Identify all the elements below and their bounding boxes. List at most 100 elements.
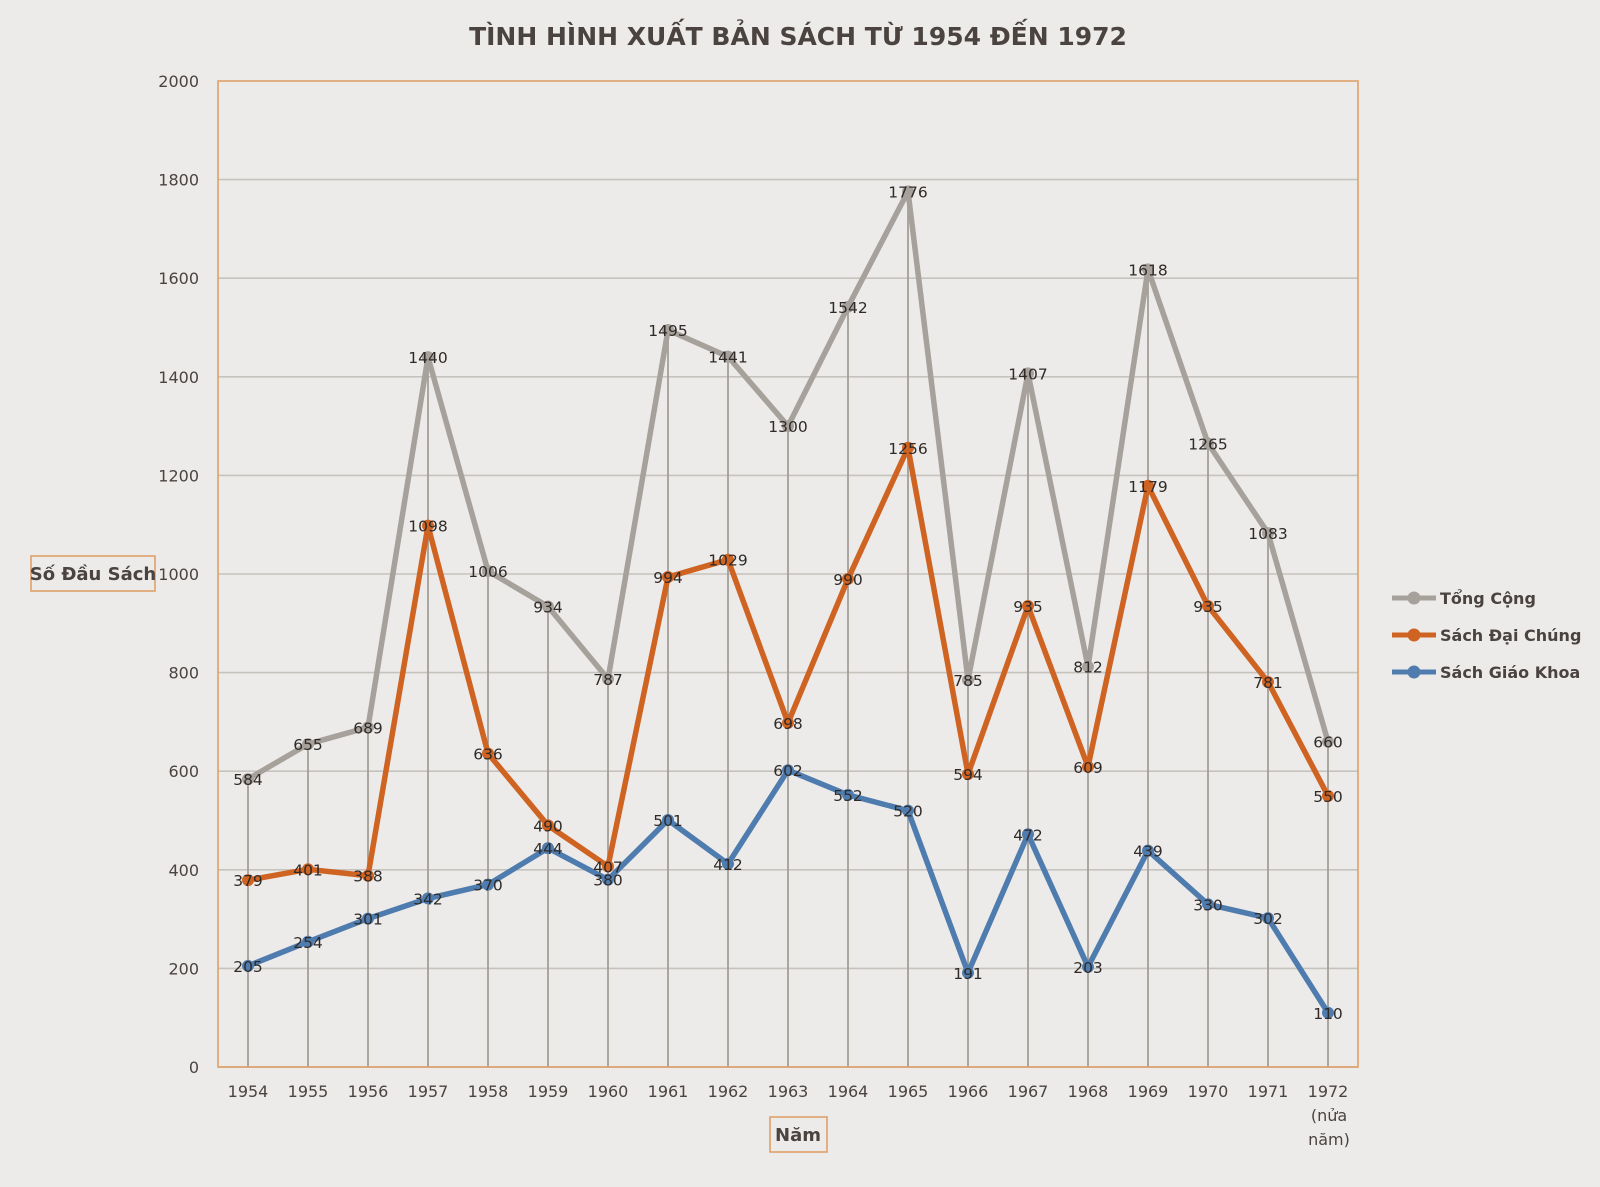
data-point <box>602 860 614 873</box>
data-point <box>1262 912 1274 925</box>
data-label: 379 <box>233 872 263 890</box>
data-label: 636 <box>473 745 503 763</box>
data-point <box>1022 600 1034 613</box>
data-label: 490 <box>533 817 563 835</box>
data-point <box>542 842 554 855</box>
data-point <box>902 185 914 198</box>
x-axis-ticks: 1954 1955 1956 1957 1958 1959 1960 1961 1962 1963… <box>228 1082 1350 1149</box>
data-label: 412 <box>713 856 743 874</box>
data-label: 655 <box>293 736 323 754</box>
plot-frame <box>217 80 1359 1068</box>
y-tick-label: 2000 <box>158 72 199 91</box>
data-label: 401 <box>293 861 323 879</box>
data-point <box>1322 789 1334 802</box>
data-label: 380 <box>593 872 623 890</box>
data-point <box>662 570 674 583</box>
data-label: 1179 <box>1128 478 1167 496</box>
data-label: 660 <box>1313 734 1343 752</box>
data-label: 1256 <box>888 440 927 458</box>
data-point <box>1022 367 1034 380</box>
data-point <box>782 420 794 433</box>
data-point <box>422 892 434 905</box>
data-label: 254 <box>293 934 323 952</box>
data-label: 439 <box>1133 843 1163 861</box>
data-point <box>1082 760 1094 773</box>
x-tick-label: 1967 <box>1008 1082 1049 1101</box>
data-point <box>1322 1006 1334 1019</box>
data-point <box>902 804 914 817</box>
data-point <box>722 857 734 870</box>
data-point <box>242 959 254 972</box>
y-tick-label: 1200 <box>158 466 199 485</box>
drop-lines <box>247 191 1329 1067</box>
x-tick-sublabel: (nửa <box>1311 1106 1347 1125</box>
data-label: 552 <box>833 787 863 805</box>
series-tong-cong <box>242 185 1334 786</box>
x-tick-label: 1964 <box>828 1082 869 1101</box>
x-tick-label: 1960 <box>588 1082 629 1101</box>
y-tick-label: 1800 <box>158 171 199 190</box>
legend-label: Tổng Cộng <box>1440 589 1536 608</box>
data-point <box>242 773 254 786</box>
y-tick-label: 200 <box>168 959 199 978</box>
x-tick-label: 1963 <box>768 1082 809 1101</box>
legend: Tổng Cộng Sách Đại Chúng Sách Giáo Khoa <box>1392 589 1581 682</box>
data-label: 342 <box>413 890 443 908</box>
x-axis-title: Năm <box>775 1125 821 1146</box>
legend-item: Sách Giáo Khoa <box>1392 663 1580 682</box>
x-tick-label: 1972 <box>1308 1082 1349 1101</box>
data-label: 1006 <box>468 563 507 581</box>
data-label: 330 <box>1193 896 1223 914</box>
y-axis-title-box: Số Đầu Sách <box>30 555 156 592</box>
data-label: 110 <box>1313 1005 1343 1023</box>
data-point <box>482 565 494 578</box>
x-tick-label: 1954 <box>228 1082 269 1101</box>
data-label: 787 <box>593 671 623 689</box>
y-axis-ticks: 0 200 400 600 800 1000 1200 1400 1600 1800 2000 <box>158 72 199 1077</box>
data-label: 301 <box>353 911 383 929</box>
data-label: 1776 <box>888 183 927 201</box>
y-tick-label: 1600 <box>158 269 199 288</box>
data-point <box>1022 828 1034 841</box>
data-label: 934 <box>533 599 563 617</box>
data-point <box>782 716 794 729</box>
x-tick-label: 1957 <box>408 1082 449 1101</box>
y-tick-label: 800 <box>168 664 199 683</box>
data-point <box>722 553 734 566</box>
data-label: 935 <box>1013 598 1043 616</box>
data-point <box>842 300 854 313</box>
data-point <box>1142 263 1154 276</box>
data-point <box>662 814 674 827</box>
y-tick-label: 400 <box>168 861 199 880</box>
data-label: 1300 <box>768 418 807 436</box>
data-label: 1495 <box>648 322 687 340</box>
data-label: 203 <box>1073 959 1103 977</box>
data-point <box>842 788 854 801</box>
data-point <box>962 768 974 781</box>
data-point <box>362 721 374 734</box>
data-label: 302 <box>1253 910 1283 928</box>
data-point <box>422 519 434 532</box>
legend-label: Sách Đại Chúng <box>1440 626 1581 645</box>
data-label: 550 <box>1313 788 1343 806</box>
x-tick-label: 1966 <box>948 1082 989 1101</box>
data-point <box>542 819 554 832</box>
data-label: 602 <box>773 762 803 780</box>
data-label: 594 <box>953 766 983 784</box>
data-label: 407 <box>593 858 623 876</box>
chart-title: TÌNH HÌNH XUẤT BẢN SÁCH TỪ 1954 ĐẾN 1972 <box>469 18 1127 51</box>
data-label: 520 <box>893 803 923 821</box>
y-tick-label: 600 <box>168 762 199 781</box>
data-label: 1029 <box>708 552 747 570</box>
data-point <box>962 673 974 686</box>
data-label: 994 <box>653 569 683 587</box>
data-point <box>1142 479 1154 492</box>
data-label: 444 <box>533 840 563 858</box>
data-label: 609 <box>1073 759 1103 777</box>
data-label: 689 <box>353 719 383 737</box>
data-point <box>1082 960 1094 973</box>
x-tick-label: 1962 <box>708 1082 749 1101</box>
data-point <box>602 673 614 686</box>
data-point <box>482 747 494 760</box>
